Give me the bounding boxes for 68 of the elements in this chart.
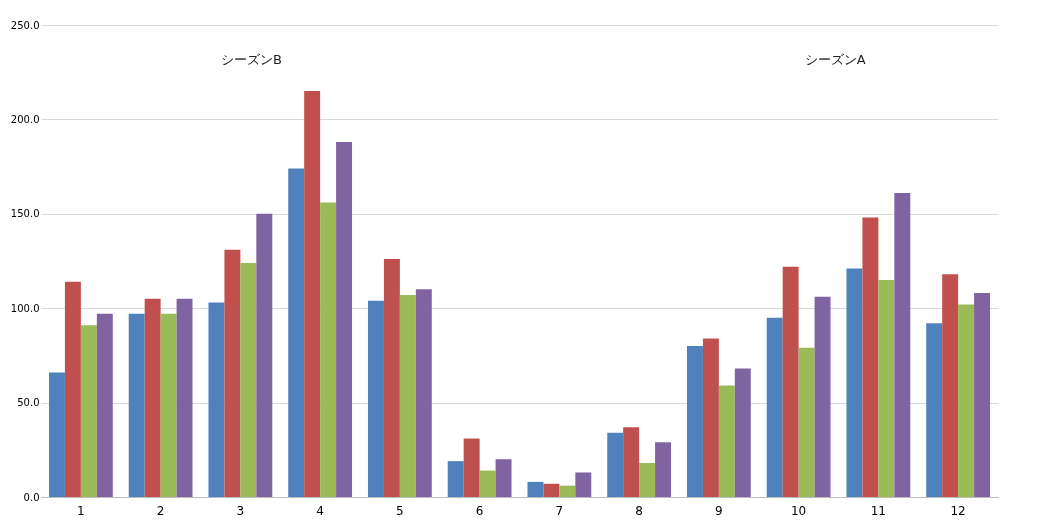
bar (383, 259, 400, 497)
bar (399, 294, 416, 497)
y-tick-label: 250.0 (10, 19, 40, 31)
x-tick-label: 3 (236, 503, 245, 518)
bar (304, 91, 321, 497)
bar (782, 266, 799, 497)
bar (208, 302, 225, 497)
bar (447, 461, 464, 497)
bar (240, 262, 257, 497)
bar (702, 338, 719, 497)
bar (655, 442, 672, 497)
bar (686, 345, 703, 497)
bar (48, 372, 65, 497)
x-tick-label: 1 (77, 503, 85, 518)
x-tick-label: 5 (396, 503, 404, 518)
bar (814, 296, 831, 497)
bar (96, 313, 113, 497)
annotation: シーズンB (221, 52, 282, 67)
bar (942, 274, 959, 497)
x-tick-label: 6 (475, 503, 484, 518)
x-tick-label: 11 (870, 503, 887, 518)
bar (367, 300, 384, 497)
bar (559, 485, 576, 497)
annotation: シーズンA (804, 52, 866, 67)
bar (623, 427, 640, 497)
bar (80, 325, 97, 497)
bar (607, 432, 624, 497)
bar (894, 193, 911, 497)
bar (718, 385, 735, 497)
bar (926, 323, 943, 497)
bar (846, 268, 863, 497)
bar (878, 279, 895, 497)
x-tick-label: 10 (790, 503, 807, 518)
bar (495, 459, 512, 497)
bar (160, 313, 177, 497)
bar (64, 281, 81, 497)
y-tick-label: 0.0 (23, 491, 40, 503)
bar (288, 168, 305, 497)
bar (734, 368, 751, 497)
bar (527, 481, 544, 497)
bar (798, 347, 815, 497)
x-tick-label: 7 (555, 503, 564, 518)
bar (974, 293, 991, 497)
y-tick-label: 50.0 (17, 397, 40, 409)
bar (224, 249, 241, 497)
x-tick-label: 9 (715, 503, 723, 518)
y-tick-label: 150.0 (10, 208, 40, 220)
bar (639, 463, 656, 497)
bar (176, 298, 193, 497)
bar (958, 304, 975, 497)
bar (766, 317, 783, 497)
x-tick-label: 12 (950, 503, 966, 518)
bar (144, 298, 161, 497)
x-tick-label: 8 (635, 503, 643, 518)
bar (543, 483, 560, 497)
y-tick-label: 100.0 (10, 302, 40, 314)
bar (336, 142, 353, 497)
bar (463, 438, 480, 497)
bar (415, 289, 432, 497)
bar (128, 313, 145, 497)
bar (575, 472, 592, 497)
x-tick-label: 2 (156, 503, 165, 518)
bar (862, 217, 879, 497)
x-tick-label: 4 (316, 503, 324, 518)
bar (256, 213, 273, 497)
bar (479, 470, 496, 497)
bar (320, 202, 337, 497)
y-tick-label: 200.0 (10, 113, 40, 125)
